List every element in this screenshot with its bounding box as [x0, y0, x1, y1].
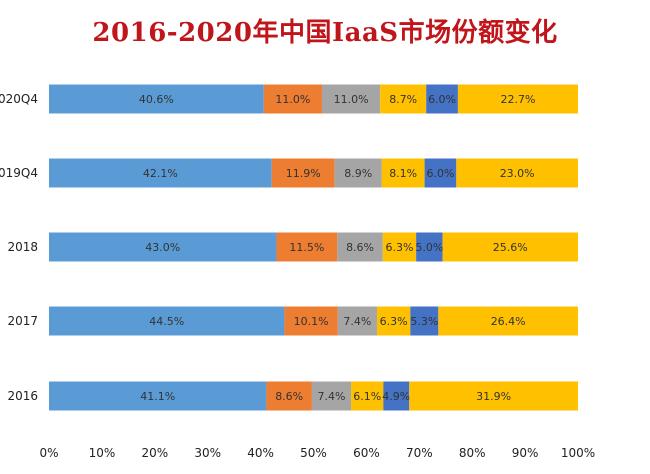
x-tick-label: 40%	[247, 446, 274, 460]
bar-segment	[49, 306, 285, 336]
bar-segment	[410, 306, 439, 336]
data-label: 22.7%	[500, 93, 535, 106]
data-label: 7.4%	[318, 390, 346, 403]
data-label: 7.4%	[343, 315, 371, 328]
data-label: 6.0%	[426, 167, 454, 180]
data-label: 43.0%	[145, 241, 180, 254]
data-label: 40.6%	[139, 93, 174, 106]
category-label: 2018	[7, 240, 38, 254]
bar-segment	[271, 158, 335, 188]
x-tick-label: 20%	[141, 446, 168, 460]
data-label: 6.3%	[380, 315, 408, 328]
bar-segment	[337, 232, 383, 262]
x-tick-label: 50%	[300, 446, 327, 460]
bar-segment	[383, 381, 410, 411]
data-label: 6.3%	[385, 241, 413, 254]
bar-segment	[311, 381, 352, 411]
data-label: 8.9%	[344, 167, 372, 180]
bar-segment	[381, 158, 425, 188]
x-tick-label: 0%	[39, 446, 58, 460]
bars-layer: 40.6% 11.0% 11.0% 8.7% 6.0% 22.7% 42.1% 11.9% 8.…	[49, 84, 578, 411]
x-tick-label: 100%	[561, 446, 595, 460]
data-label: 26.4%	[491, 315, 526, 328]
bar-segment	[426, 84, 458, 114]
bar-segment	[49, 232, 277, 262]
category-label: 2020Q4	[0, 92, 38, 106]
bar-segment	[284, 306, 338, 336]
data-label: 8.1%	[389, 167, 417, 180]
data-label: 42.1%	[143, 167, 178, 180]
data-label: 23.0%	[500, 167, 535, 180]
data-label: 5.3%	[410, 315, 438, 328]
bar-segment	[380, 84, 427, 114]
bar-segment	[351, 381, 384, 411]
category-label: 2017	[7, 314, 38, 328]
data-label: 6.0%	[428, 93, 456, 106]
data-label: 11.9%	[286, 167, 321, 180]
bar-segment	[409, 381, 578, 411]
data-label: 5.0%	[415, 241, 443, 254]
data-label: 41.1%	[140, 390, 175, 403]
data-label: 11.0%	[275, 93, 310, 106]
bar-segment	[424, 158, 457, 188]
bar-segment	[416, 232, 443, 262]
bar-segment	[382, 232, 417, 262]
bar-segment	[442, 232, 578, 262]
data-label: 11.5%	[289, 241, 324, 254]
bar-segment	[266, 381, 312, 411]
bar-segment	[49, 381, 267, 411]
bar-segment	[321, 84, 381, 114]
bar-segment	[337, 306, 377, 336]
data-label: 25.6%	[493, 241, 528, 254]
bar-segment	[334, 158, 382, 188]
data-label: 8.7%	[389, 93, 417, 106]
bar-segment	[438, 306, 578, 336]
x-tick-label: 10%	[89, 446, 116, 460]
data-label: 6.1%	[353, 390, 381, 403]
data-label: 31.9%	[476, 390, 511, 403]
bar-segment	[276, 232, 338, 262]
bar-segment	[263, 84, 322, 114]
bar-segment	[49, 158, 272, 188]
x-axis-tick-labels: 0% 10% 20% 30% 40% 50% 60% 70% 80% 90% 100%	[39, 446, 595, 460]
x-tick-label: 90%	[512, 446, 539, 460]
data-label: 11.0%	[334, 93, 369, 106]
category-label: 2016	[7, 389, 38, 403]
category-label: 2019Q4	[0, 166, 38, 180]
data-label: 8.6%	[275, 390, 303, 403]
x-tick-label: 80%	[459, 446, 486, 460]
chart-title: 2016-2020年中国IaaS市场份额变化	[92, 18, 558, 48]
x-tick-label: 30%	[194, 446, 221, 460]
x-tick-label: 70%	[406, 446, 433, 460]
category-labels: 2020Q4 2019Q4 2018 2017 2016	[0, 92, 38, 403]
data-label: 4.9%	[382, 390, 410, 403]
bar-segment	[456, 158, 578, 188]
bar-segment	[457, 84, 578, 114]
data-label: 8.6%	[346, 241, 374, 254]
bar-segment	[49, 84, 264, 114]
bar-segment	[376, 306, 411, 336]
data-label: 44.5%	[149, 315, 184, 328]
x-tick-label: 60%	[353, 446, 380, 460]
data-label: 10.1%	[294, 315, 329, 328]
